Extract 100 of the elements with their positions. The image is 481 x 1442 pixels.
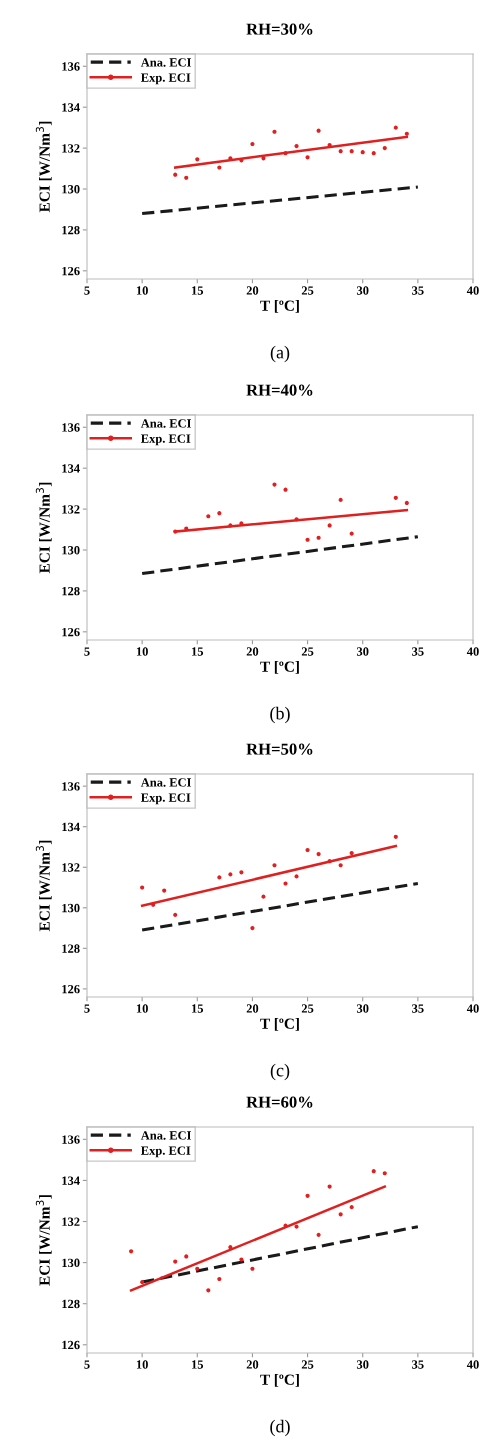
y-tick-label: 136	[62, 62, 80, 71]
point	[239, 870, 244, 875]
x-tick-label: 20	[246, 286, 259, 295]
y-tick-label: 130	[62, 185, 80, 194]
y-tick-label: 126	[62, 266, 80, 276]
point	[162, 888, 167, 893]
point	[173, 529, 178, 534]
point	[140, 1280, 145, 1285]
point	[393, 125, 398, 130]
point	[404, 131, 409, 136]
chart-title: RH=50%	[246, 743, 313, 755]
x-axis-title: T [ºC]	[260, 1374, 299, 1387]
x-tick-label: 30	[356, 1360, 369, 1369]
point	[305, 847, 310, 853]
point	[316, 1232, 321, 1237]
point	[206, 1288, 211, 1293]
legend-label: Exp. ECI	[140, 793, 191, 805]
point	[217, 511, 222, 516]
x-tick-label: 5	[84, 647, 90, 656]
point	[217, 1276, 222, 1282]
point	[349, 1205, 354, 1210]
point	[338, 1212, 343, 1217]
y-tick-label: 128	[62, 1299, 80, 1309]
point	[360, 150, 365, 155]
x-tick-label: 25	[301, 1360, 314, 1369]
point	[206, 514, 211, 519]
y-tick-label: 136	[62, 782, 80, 791]
x-tick-label: 10	[136, 1360, 148, 1369]
x-tick-label: 25	[301, 1004, 314, 1013]
y-tick-label: 128	[62, 944, 80, 953]
legend-label: Exp. ECI	[140, 434, 191, 446]
y-axis-title: ECI [W/Nm$^{3}$]	[35, 840, 52, 932]
y-tick-label: 134	[62, 103, 80, 112]
text: (c)	[270, 1063, 290, 1081]
y-tick-label: 130	[62, 1258, 80, 1268]
point	[195, 1266, 200, 1271]
y-tick-label: 134	[62, 1176, 80, 1185]
point	[393, 834, 398, 839]
point	[173, 1259, 178, 1264]
y-tick-label: 132	[62, 1217, 80, 1226]
point	[250, 141, 255, 147]
point	[184, 175, 189, 180]
point	[349, 149, 354, 154]
x-tick-label: 5	[84, 1004, 90, 1013]
point	[173, 912, 178, 917]
text: (d)	[270, 1419, 290, 1437]
point	[272, 129, 277, 134]
x-tick-label: 10	[136, 286, 148, 295]
point	[173, 172, 178, 177]
y-tick-label: 134	[62, 822, 80, 832]
x-tick-label: 35	[412, 647, 424, 656]
point	[338, 497, 343, 502]
y-axis-title: ECI [W/Nm$^{3}$]	[35, 1195, 52, 1286]
point	[327, 859, 332, 864]
legend-label: Exp. ECI	[140, 1146, 191, 1158]
point	[283, 151, 288, 156]
x-tick-label: 30	[356, 286, 369, 295]
y-tick-label: 126	[62, 1340, 80, 1350]
y-tick-label: 136	[62, 1135, 80, 1144]
x-tick-label: 10	[136, 1004, 148, 1013]
point	[338, 149, 343, 154]
legend-label: Ana. ECI	[140, 778, 192, 787]
x-tick-label: 25	[301, 286, 314, 295]
x-tick-label: 40	[466, 286, 479, 295]
x-tick-label: 25	[301, 647, 314, 656]
point	[228, 1245, 233, 1250]
y-tick-label: 130	[62, 546, 80, 555]
point	[349, 850, 354, 856]
point	[305, 1193, 310, 1198]
y-tick-label: 126	[62, 627, 80, 637]
chart-title: RH=30%	[246, 23, 313, 35]
x-tick-label: 20	[246, 1360, 259, 1369]
text: (b)	[270, 706, 290, 724]
y-tick-label: 132	[62, 863, 80, 872]
point	[393, 495, 398, 500]
x-tick-label: 10	[136, 647, 148, 656]
point	[140, 885, 145, 890]
point	[129, 1249, 134, 1254]
point	[250, 925, 255, 931]
chart-title: RH=60%	[246, 1096, 313, 1108]
y-tick-label: 136	[62, 423, 80, 432]
x-tick-label: 40	[466, 647, 479, 656]
x-tick-label: 35	[412, 286, 424, 295]
y-tick-label: 126	[62, 984, 80, 994]
point	[404, 500, 409, 506]
x-tick-label: 5	[84, 286, 90, 295]
point	[228, 872, 233, 877]
point	[371, 1169, 376, 1174]
x-tick-label: 15	[192, 1004, 204, 1013]
x-tick-label: 30	[356, 1004, 369, 1013]
y-tick-label: 134	[62, 464, 80, 473]
y-tick-label: 128	[62, 586, 80, 596]
legend-label: Ana. ECI	[140, 419, 192, 428]
point	[382, 146, 387, 151]
x-tick-label: 40	[466, 1004, 479, 1013]
point	[338, 863, 343, 868]
point	[294, 143, 299, 149]
point	[184, 526, 189, 531]
x-tick-label: 15	[192, 647, 204, 656]
y-axis-title: ECI [W/Nm$^{3}$]	[35, 121, 52, 213]
